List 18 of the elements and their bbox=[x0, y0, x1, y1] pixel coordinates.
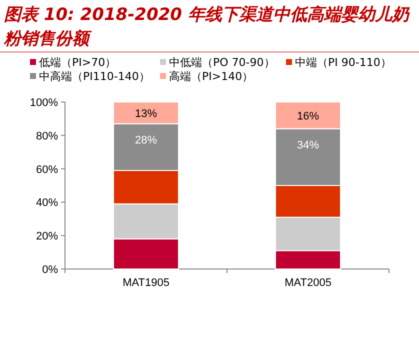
title: 图表 10: 2018-2020 年线下渠道中低高端婴幼儿奶粉销售份额 bbox=[4, 5, 409, 49]
data-label: 34% bbox=[296, 140, 320, 152]
y-tick-label: 60% bbox=[36, 164, 58, 176]
y-tick-label: 80% bbox=[36, 130, 58, 142]
legend-label: 低端（PI>70） bbox=[39, 56, 116, 69]
x-tick-label: MAT1905 bbox=[122, 277, 170, 289]
data-label: 13% bbox=[134, 108, 158, 120]
y-tick-label: 40% bbox=[36, 197, 58, 210]
y-tick-label: 0% bbox=[42, 264, 58, 276]
data-label: 16% bbox=[296, 110, 320, 122]
legend-label: 中高端（PI110-140） bbox=[39, 70, 150, 83]
y-tick-label: 20% bbox=[36, 230, 58, 243]
y-tick-label: 100% bbox=[30, 97, 58, 109]
legend-label: 高端（PI>140） bbox=[169, 70, 254, 83]
x-tick-label: MAT2005 bbox=[284, 277, 332, 289]
data-label: 28% bbox=[134, 134, 158, 147]
legend-label: 中低端（PO 70-90） bbox=[169, 56, 275, 69]
legend-label: 中端（PI 90-110） bbox=[295, 56, 392, 69]
